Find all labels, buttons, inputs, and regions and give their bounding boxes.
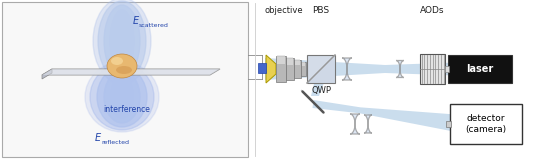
Polygon shape	[350, 114, 360, 134]
Bar	[2, 2, 248, 157]
Ellipse shape	[98, 1, 146, 81]
Ellipse shape	[116, 66, 132, 74]
Polygon shape	[311, 80, 325, 96]
Bar	[450, 104, 522, 144]
Bar	[301, 62, 306, 76]
Bar	[420, 54, 445, 84]
Bar	[307, 55, 335, 83]
Ellipse shape	[115, 15, 129, 67]
Ellipse shape	[104, 71, 140, 123]
Ellipse shape	[93, 0, 151, 84]
Bar	[286, 58, 294, 80]
Bar	[276, 56, 286, 82]
Bar	[258, 63, 266, 73]
Polygon shape	[266, 55, 276, 83]
Polygon shape	[42, 69, 52, 79]
Polygon shape	[307, 59, 311, 79]
Text: QWP: QWP	[311, 86, 331, 95]
Text: scattered: scattered	[139, 23, 169, 28]
Bar	[295, 59, 300, 65]
Bar	[448, 55, 512, 83]
Bar	[294, 60, 301, 78]
Polygon shape	[342, 58, 352, 80]
Polygon shape	[42, 69, 220, 75]
Text: detector
(camera): detector (camera)	[465, 114, 507, 134]
Text: objective: objective	[265, 6, 303, 15]
Text: interference: interference	[104, 104, 151, 114]
Ellipse shape	[97, 67, 147, 127]
Text: reflected: reflected	[101, 140, 129, 145]
Text: laser: laser	[467, 64, 494, 74]
Ellipse shape	[110, 10, 134, 72]
Ellipse shape	[111, 57, 123, 65]
Ellipse shape	[107, 54, 137, 78]
Bar	[287, 57, 293, 65]
Ellipse shape	[90, 64, 154, 130]
Text: E: E	[95, 133, 101, 143]
Ellipse shape	[111, 76, 133, 118]
Polygon shape	[265, 58, 470, 80]
Ellipse shape	[104, 5, 140, 77]
Polygon shape	[313, 100, 463, 133]
Bar	[302, 62, 305, 66]
Polygon shape	[42, 69, 220, 75]
Ellipse shape	[85, 62, 159, 132]
Polygon shape	[307, 55, 335, 83]
Text: AODs: AODs	[420, 6, 444, 15]
Bar	[277, 55, 285, 64]
Bar	[445, 66, 449, 72]
Polygon shape	[364, 115, 372, 133]
Text: PBS: PBS	[313, 6, 329, 15]
Polygon shape	[396, 61, 404, 77]
Bar	[446, 121, 451, 127]
Text: E: E	[133, 16, 139, 26]
